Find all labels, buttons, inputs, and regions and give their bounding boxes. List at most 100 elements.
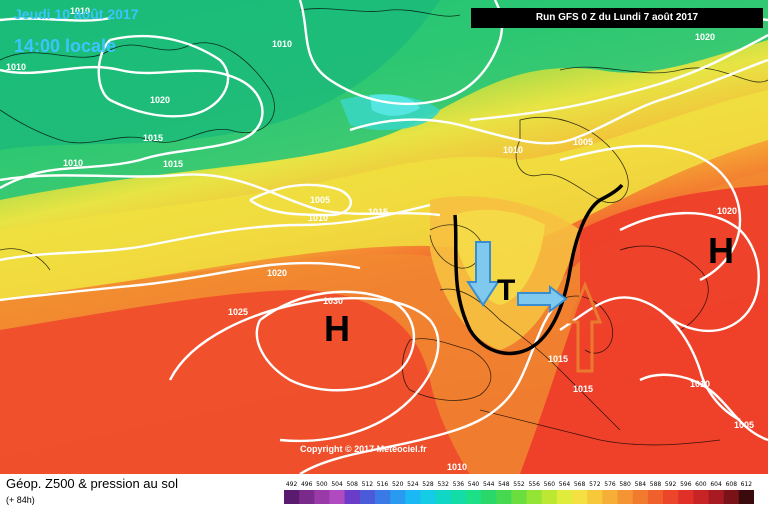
high-atlantic: H bbox=[324, 308, 350, 349]
colorbar-tick: 500 bbox=[316, 481, 328, 488]
colorbar-tick: 596 bbox=[680, 481, 692, 488]
colorbar-tick: 524 bbox=[407, 481, 419, 488]
colorbar-tick: 588 bbox=[650, 481, 662, 488]
colorbar-swatch bbox=[435, 490, 452, 504]
colorbar-tick: 536 bbox=[453, 481, 465, 488]
legend-title: Géop. Z500 & pression au sol bbox=[6, 476, 178, 491]
colorbar-swatch bbox=[481, 490, 497, 504]
colorbar-swatch bbox=[359, 490, 376, 504]
isobar-label: 1020 bbox=[695, 32, 715, 42]
run-info-banner: Run GFS 0 Z du Lundi 7 août 2017 bbox=[471, 8, 763, 28]
isobar-label: 1010 bbox=[272, 39, 292, 49]
colorbar-swatch bbox=[299, 490, 315, 504]
isobar-labels: 1010 1010 1010 1020 1015 1015 1010 1005 … bbox=[6, 6, 754, 472]
colorbar-tick: 556 bbox=[528, 481, 540, 488]
colorbar-swatch bbox=[678, 490, 694, 504]
isobar-label: 1020 bbox=[267, 268, 287, 278]
colorbar-swatch bbox=[526, 490, 543, 504]
colorbar-tick: 516 bbox=[377, 481, 389, 488]
colorbar-swatch bbox=[693, 490, 710, 504]
colorbar-swatch bbox=[663, 490, 679, 504]
cold-air-arrow bbox=[466, 241, 500, 307]
isobar-label: 1015 bbox=[548, 354, 568, 364]
isobar-label: 1015 bbox=[573, 384, 593, 394]
isobar-label: 1010 bbox=[690, 379, 710, 389]
isobar-label: 1010 bbox=[308, 213, 328, 223]
isobar-label: 1025 bbox=[228, 307, 248, 317]
colorbar-tick: 612 bbox=[741, 481, 753, 488]
warm-air-arrow bbox=[567, 281, 603, 373]
colorbar-tick: 548 bbox=[498, 481, 510, 488]
colorbar-tick: 604 bbox=[710, 481, 722, 488]
colorbar-swatch bbox=[465, 490, 482, 504]
colorbar-tick: 580 bbox=[619, 481, 631, 488]
isobar-label: 1005 bbox=[734, 420, 754, 430]
colorbar-swatch bbox=[375, 490, 391, 504]
isobars bbox=[0, 0, 768, 474]
trough-label: T bbox=[497, 274, 515, 307]
colorbar-swatch bbox=[632, 490, 649, 504]
legend-forecast-offset: (+ 84h) bbox=[6, 495, 35, 505]
colorbar-swatch bbox=[708, 490, 725, 504]
colorbar-swatch bbox=[602, 490, 619, 504]
east-arrow bbox=[517, 285, 568, 313]
colorbar-swatch bbox=[617, 490, 634, 504]
colorbar-swatch bbox=[647, 490, 664, 504]
isobar-label: 1015 bbox=[368, 207, 388, 217]
copyright-text: Copyright © 2017 Meteociel.fr bbox=[300, 444, 427, 454]
colorbar-tick: 560 bbox=[544, 481, 556, 488]
colorbar-swatch bbox=[329, 490, 346, 504]
colorbar-tick: 572 bbox=[589, 481, 601, 488]
colorbar-tick: 568 bbox=[574, 481, 586, 488]
colorbar-tick: 492 bbox=[286, 481, 298, 488]
colorbar-tick: 552 bbox=[513, 481, 525, 488]
isobar-label: 1015 bbox=[163, 159, 183, 169]
isobar-label: 1020 bbox=[717, 206, 737, 216]
isobar-label: 1010 bbox=[70, 6, 90, 16]
colorbar-swatch bbox=[314, 490, 330, 504]
trough-line bbox=[453, 183, 624, 356]
legend-footer: Géop. Z500 & pression au sol (+ 84h) 492… bbox=[0, 474, 768, 512]
map-canvas: 1010 1010 1010 1020 1015 1015 1010 1005 … bbox=[0, 0, 768, 474]
isobar-label: 1010 bbox=[503, 145, 523, 155]
colorbar-tick: 592 bbox=[665, 481, 677, 488]
colorbar-swatch bbox=[420, 490, 437, 504]
colorbar-tick: 600 bbox=[695, 481, 707, 488]
colorbar-swatch bbox=[405, 490, 421, 504]
colorbar-tick: 564 bbox=[559, 481, 571, 488]
colorbar-tick: 584 bbox=[635, 481, 647, 488]
colorbar-tick: 504 bbox=[331, 481, 343, 488]
colorbar-swatch bbox=[511, 490, 528, 504]
colorbar-tick: 528 bbox=[422, 481, 434, 488]
colorbar-tick: 512 bbox=[362, 481, 374, 488]
colorbar-tick: 496 bbox=[301, 481, 313, 488]
high-east: H bbox=[708, 230, 734, 271]
forecast-local-time: 14:00 locale bbox=[14, 36, 117, 56]
colorbar-swatch bbox=[556, 490, 573, 504]
forecast-date: Jeudi 10 août 2017 bbox=[14, 6, 139, 22]
colorbar-swatch bbox=[344, 490, 361, 504]
isobar-label: 1030 bbox=[323, 296, 343, 306]
colorbar-swatch bbox=[572, 490, 588, 504]
isobar-label: 1010 bbox=[63, 158, 83, 168]
isobar-label: 1010 bbox=[6, 62, 26, 72]
colorbar-swatch bbox=[284, 490, 300, 504]
colorbar-swatch bbox=[587, 490, 603, 504]
colorbar-tick: 540 bbox=[468, 481, 480, 488]
isobar-label: 1015 bbox=[143, 133, 163, 143]
colorbar-tick: 532 bbox=[437, 481, 449, 488]
colorbar-swatch bbox=[723, 490, 740, 504]
isobar-label: 1005 bbox=[573, 137, 593, 147]
colorbar-swatch bbox=[541, 490, 558, 504]
colorbar-tick: 508 bbox=[346, 481, 358, 488]
colorbar-swatch bbox=[738, 490, 754, 504]
colorbar: 492 496 500 504 508 512 516 520 524 528 532 536 540 5… bbox=[284, 481, 754, 504]
isobar-label: 1005 bbox=[310, 195, 330, 205]
isobar-label: 1020 bbox=[150, 95, 170, 105]
colorbar-swatch bbox=[496, 490, 512, 504]
colorbar-tick: 608 bbox=[726, 481, 738, 488]
colorbar-swatch bbox=[390, 490, 406, 504]
colorbar-swatch bbox=[450, 490, 467, 504]
weather-map: 1010 1010 1010 1020 1015 1015 1010 1005 … bbox=[0, 0, 768, 474]
colorbar-tick: 576 bbox=[604, 481, 616, 488]
